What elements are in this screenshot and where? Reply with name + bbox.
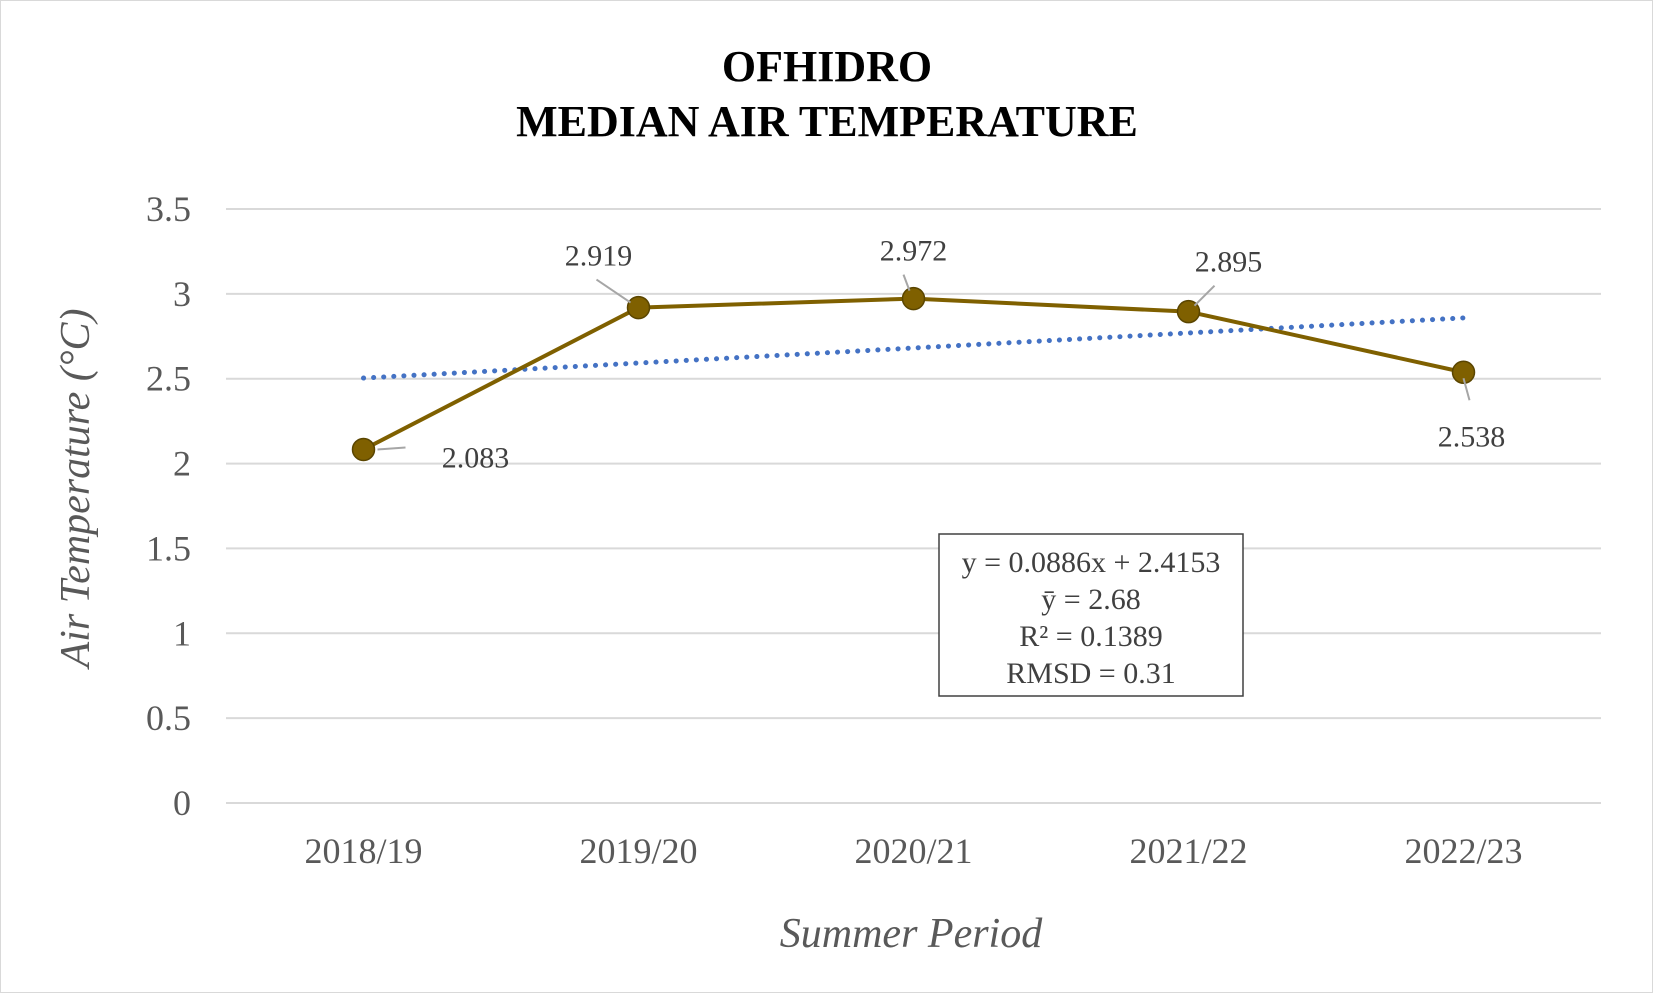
y-tick-label: 2.5 xyxy=(146,359,191,399)
series-line xyxy=(362,296,1464,452)
data-labels-layer: 2.083 2.919 2.972 2.895 2.538 xyxy=(377,235,1506,474)
stats-equation: y = 0.0886x + 2.4153 xyxy=(962,546,1221,579)
trendline xyxy=(361,315,1466,381)
x-tick-label: 2019/20 xyxy=(579,831,697,871)
x-axis-ticks: 2018/19 2019/20 2020/21 2021/22 2022/23 xyxy=(304,831,1522,871)
data-point-marker xyxy=(626,295,651,320)
data-label: 2.895 xyxy=(1195,246,1263,279)
data-label: 2.919 xyxy=(565,240,633,273)
y-axis-label: Air Temperature (°C) xyxy=(53,308,99,670)
y-tick-label: 3 xyxy=(173,274,191,314)
y-tick-label: 1.5 xyxy=(146,528,191,568)
series-layer xyxy=(351,286,1476,462)
data-point-marker xyxy=(351,437,376,462)
x-tick-label: 2020/21 xyxy=(854,831,972,871)
x-tick-label: 2018/19 xyxy=(304,831,422,871)
stats-box-border xyxy=(938,533,1244,697)
y-tick-label: 0 xyxy=(173,783,191,823)
data-label: 2.972 xyxy=(880,235,948,268)
data-label: 2.538 xyxy=(1438,420,1506,453)
data-point-marker xyxy=(1176,299,1201,324)
x-tick-label: 2021/22 xyxy=(1129,831,1247,871)
data-label-leader xyxy=(595,278,632,304)
gridlines xyxy=(226,208,1601,804)
regression-stats-box: y = 0.0886x + 2.4153 ȳ = 2.68 R² = 0.138… xyxy=(938,533,1244,697)
data-label: 2.083 xyxy=(442,441,510,474)
x-tick-label: 2022/23 xyxy=(1404,831,1522,871)
chart-subtitle: MEDIAN AIR TEMPERATURE xyxy=(516,97,1138,146)
trendline-layer xyxy=(361,315,1466,381)
data-label-leader xyxy=(377,446,406,451)
y-tick-label: 2 xyxy=(173,444,191,484)
y-axis-ticks: 0 0.5 1 1.5 2 2.5 3 3.5 xyxy=(146,189,191,823)
y-tick-label: 1 xyxy=(173,613,191,653)
stats-r-squared: R² = 0.1389 xyxy=(1019,620,1162,653)
data-label-leader xyxy=(1193,284,1216,307)
data-label-leader xyxy=(902,274,911,291)
x-axis-label: Summer Period xyxy=(780,911,1043,957)
y-tick-label: 0.5 xyxy=(146,698,191,738)
y-tick-label: 3.5 xyxy=(146,189,191,229)
stats-rmsd: RMSD = 0.31 xyxy=(1006,657,1175,690)
data-point-marker xyxy=(1451,360,1476,385)
stats-mean: ȳ = 2.68 xyxy=(1041,583,1140,616)
chart-title: OFHIDRO xyxy=(722,42,932,91)
data-point-marker xyxy=(901,286,926,311)
data-label-leader xyxy=(1462,378,1471,401)
